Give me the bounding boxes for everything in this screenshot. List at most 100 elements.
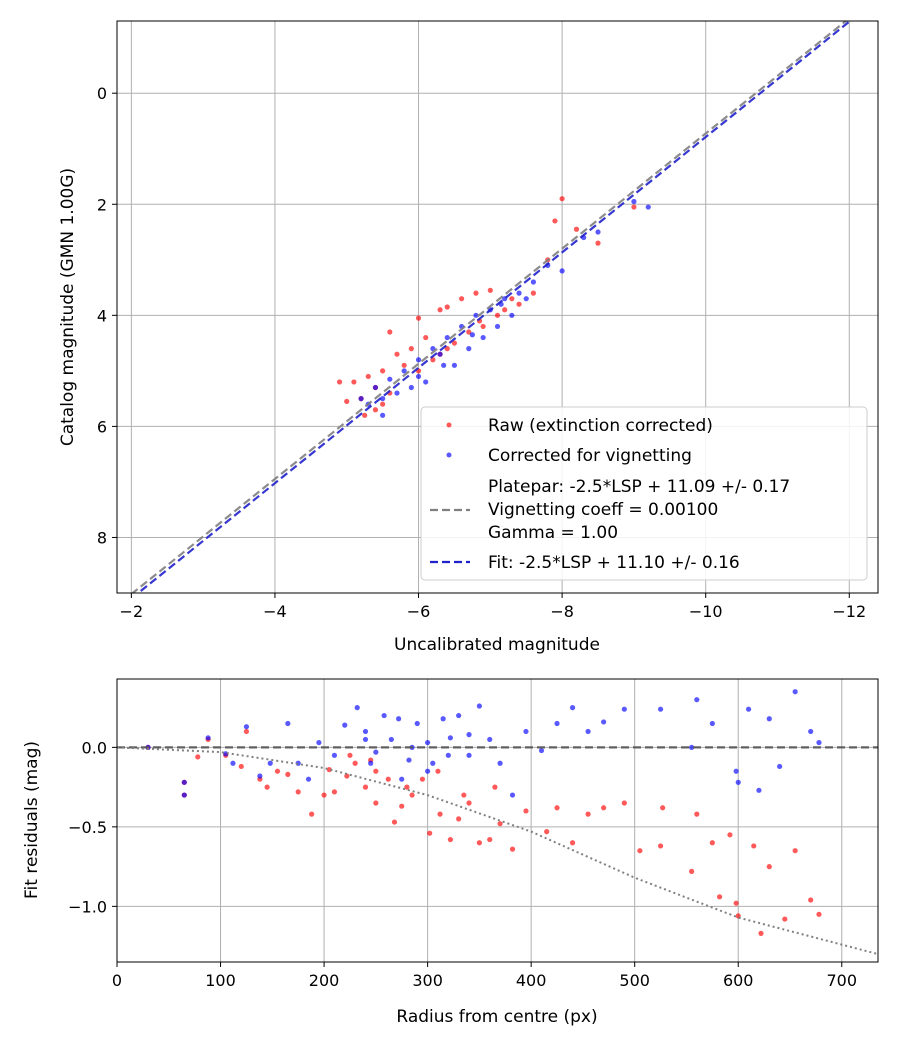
calibration-axes-frame — [116, 20, 879, 594]
calibration-point-corrected — [451, 362, 458, 368]
calibration-y-tick-label: 2 — [97, 195, 107, 214]
residuals-point-corrected — [808, 728, 814, 735]
residuals-point-raw — [435, 768, 441, 774]
calibration-point-corrected — [469, 332, 475, 338]
residuals-point-corrected — [181, 792, 187, 798]
calibration-point-raw — [494, 312, 501, 318]
residuals-point-raw — [295, 789, 301, 795]
calibration-point-raw — [394, 351, 400, 357]
calibration-point-corrected — [380, 396, 386, 402]
residuals-point-corrected — [181, 779, 187, 785]
residuals-point-raw — [782, 916, 788, 922]
legend-platepar-label-line1: Platepar: -2.5*LSP + 11.09 +/- 0.17 — [488, 477, 790, 497]
calibration-y-tick-label: 0 — [97, 84, 107, 103]
calibration-x-tick-label: −10 — [689, 602, 723, 621]
calibration-point-raw — [530, 290, 536, 296]
calibration-point-corrected — [415, 373, 422, 380]
residuals-point-corrected — [466, 732, 472, 738]
residuals-point-raw — [326, 767, 332, 773]
residuals-point-corrected — [509, 792, 516, 798]
residuals-point-raw — [391, 819, 398, 825]
residuals-point-corrected — [554, 720, 560, 727]
residuals-point-raw — [344, 773, 350, 779]
residuals-x-tick-label: 400 — [516, 971, 547, 990]
calibration-point-raw — [444, 346, 450, 352]
calibration-point-raw — [473, 290, 479, 296]
legend-platepar-label-line2: Vignetting coeff = 0.00100 — [488, 500, 718, 520]
residuals-point-corrected — [373, 749, 379, 755]
calibration-point-raw — [380, 368, 386, 374]
calibration-x-tick-label: −8 — [550, 602, 574, 621]
residuals-point-raw — [758, 930, 764, 936]
residuals-point-raw — [497, 821, 503, 827]
residuals-point-raw — [554, 805, 560, 811]
residuals-y-label: Fit residuals (mag) — [22, 741, 42, 899]
residuals-point-raw — [321, 792, 327, 798]
residuals-point-corrected — [205, 735, 211, 741]
residuals-x-label: Radius from centre (px) — [396, 1007, 597, 1027]
calibration-point-corrected — [387, 376, 393, 382]
residuals-point-corrected — [569, 705, 576, 711]
calibration-point-corrected — [516, 290, 522, 296]
residuals-x-tick-label: 100 — [205, 971, 236, 990]
residuals-plot: 0 100 200 300 400 500 600 700 0.0 −0.5 −1.0 Radiu… — [22, 678, 879, 1027]
calibration-point-raw — [487, 287, 493, 293]
calibration-fit-line — [136, 21, 852, 593]
residuals-point-corrected — [406, 757, 412, 763]
calibration-x-tick-label: −2 — [120, 602, 144, 621]
residuals-point-corrected — [745, 706, 752, 712]
residuals-point-corrected — [331, 752, 338, 758]
residuals-x-tick-label: 200 — [309, 971, 340, 990]
residuals-point-raw — [274, 768, 281, 774]
calibration-point-raw — [362, 412, 368, 418]
residuals-point-corrected — [257, 773, 263, 779]
calibration-point-corrected — [595, 229, 601, 235]
residuals-point-raw — [461, 792, 467, 798]
calibration-point-raw — [365, 373, 371, 380]
residuals-point-corrected — [621, 706, 627, 712]
residuals-point-raw — [352, 760, 358, 766]
residuals-point-raw — [709, 840, 715, 846]
residuals-point-raw — [385, 776, 391, 782]
residuals-point-corrected — [362, 736, 369, 743]
calibration-point-corrected — [559, 268, 565, 274]
calibration-point-corrected — [523, 296, 529, 302]
residuals-point-raw — [264, 784, 270, 790]
residuals-point-corrected — [601, 719, 607, 725]
calibration-y-tick-label: 8 — [97, 528, 107, 547]
calibration-point-raw — [480, 323, 486, 330]
residuals-point-corrected — [354, 705, 360, 711]
residuals-point-raw — [751, 843, 757, 849]
residuals-point-corrected — [766, 716, 772, 722]
residuals-point-raw — [447, 836, 453, 843]
legend-corrected-label: Corrected for vignetting — [488, 446, 692, 466]
residuals-point-raw — [466, 800, 472, 806]
calibration-point-raw — [451, 340, 458, 346]
calibration-point-corrected — [494, 323, 501, 330]
calibration-point-corrected — [423, 379, 429, 385]
residuals-point-raw — [419, 776, 426, 782]
residuals-point-raw — [456, 816, 462, 822]
residuals-point-corrected — [316, 739, 322, 746]
residuals-point-raw — [238, 763, 244, 770]
calibration-x-ticks: −2 −4 −6 −8 −10 −12 — [120, 593, 866, 621]
calibration-point-corrected — [437, 351, 443, 357]
residuals-point-corrected — [425, 768, 431, 774]
residuals-point-corrected — [756, 787, 762, 793]
calibration-marks — [130, 21, 852, 593]
calibration-y-tick-label: 6 — [97, 417, 107, 436]
residuals-x-ticks: 0 100 200 300 400 500 600 700 — [112, 962, 857, 990]
calibration-point-corrected — [415, 357, 422, 363]
calibration-x-tick-label: −4 — [263, 602, 287, 621]
residuals-point-corrected — [777, 763, 783, 770]
legend-fit-label: Fit: -2.5*LSP + 11.10 +/- 0.16 — [488, 553, 740, 573]
residuals-point-raw — [716, 894, 723, 900]
calibration-point-corrected — [380, 412, 386, 418]
residuals-point-raw — [733, 900, 739, 906]
calibration-point-raw — [401, 362, 407, 368]
calibration-point-raw — [502, 307, 508, 313]
residuals-point-corrected — [305, 776, 312, 782]
residuals-point-corrected — [440, 716, 446, 722]
residuals-point-raw — [309, 811, 315, 817]
calibration-point-raw — [423, 334, 429, 341]
